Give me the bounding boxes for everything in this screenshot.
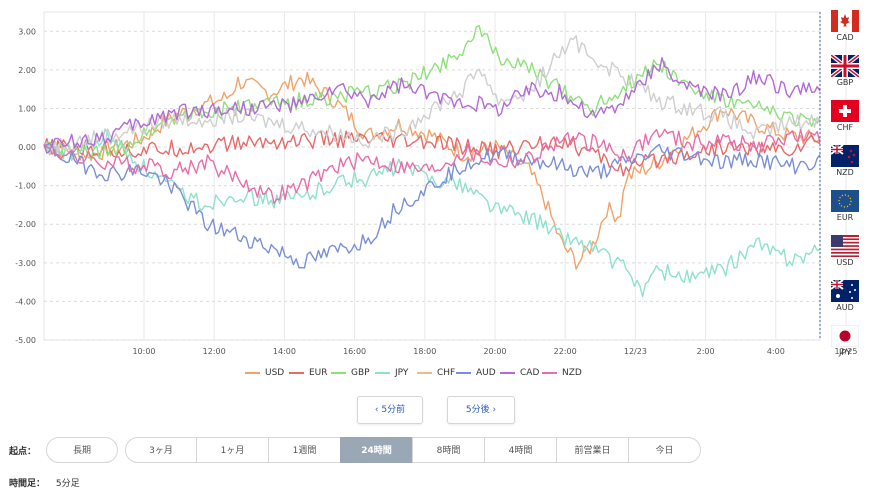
series-line-cad xyxy=(43,57,821,154)
new-zealand-flag-icon xyxy=(831,145,859,167)
tab-1-week[interactable]: 1週間 xyxy=(268,437,341,463)
flag-code: GBP xyxy=(836,78,854,87)
legend-item-nzd[interactable]: NZD xyxy=(542,368,582,378)
legend-item-eur[interactable]: EUR xyxy=(289,368,328,378)
timeframe-label: 時間足： xyxy=(9,479,46,489)
legend-label: CHF xyxy=(437,368,456,378)
flag-code: CHF xyxy=(836,123,854,132)
line-chart: 3.00 2.00 1.00 0.00 -1.00 -2.00 -3.00 -4.00 -5.0… xyxy=(15,11,858,356)
legend-item-usd[interactable]: USD xyxy=(245,368,284,378)
flag-chf[interactable]: CHF xyxy=(830,100,860,132)
y-tick-label: -4.00 xyxy=(15,297,36,306)
flag-cad[interactable]: CAD xyxy=(830,10,860,42)
y-tick-label: -2.00 xyxy=(15,220,36,229)
legend-swatch xyxy=(500,371,515,374)
y-tick-label: 2.00 xyxy=(18,66,36,75)
legend-swatch xyxy=(289,371,304,374)
series-line-usd xyxy=(43,71,821,270)
tab-8-hours[interactable]: 8時間 xyxy=(412,437,485,463)
x-tick-label: 12/25 xyxy=(834,347,857,356)
tab-1-month[interactable]: 1ヶ月 xyxy=(196,437,269,463)
series-line-aud xyxy=(43,142,821,269)
flag-usd[interactable]: USD xyxy=(830,235,860,267)
legend-label: USD xyxy=(265,368,285,378)
x-tick-label: 14:00 xyxy=(273,347,296,356)
x-tick-label: 20:00 xyxy=(483,347,506,356)
legend-item-gbp[interactable]: GBP xyxy=(331,368,370,378)
next-5min-button[interactable]: 5分後 › xyxy=(447,396,515,424)
start-point-label: 起点： xyxy=(9,447,37,457)
flag-nzd[interactable]: NZD xyxy=(830,145,860,177)
flag-code: EUR xyxy=(836,213,854,222)
legend-swatch xyxy=(542,371,557,374)
flag-jpy[interactable]: JPY xyxy=(830,325,860,357)
y-tick-label: -3.00 xyxy=(15,259,36,268)
uk-flag-icon xyxy=(831,55,859,77)
eu-flag-icon xyxy=(831,190,859,212)
period-selector: 長期 3ヶ月 1ヶ月 1週間 24時間 8時間 4時間 前営業日 今日 xyxy=(0,437,873,463)
series-line-eur xyxy=(43,130,821,177)
legend-swatch xyxy=(245,371,260,374)
australia-flag-icon xyxy=(831,280,859,302)
legend-label: EUR xyxy=(309,368,328,378)
x-axis-ticks: 10:00 12:00 14:00 16:00 18:00 20:00 22:00 12/23… xyxy=(132,347,857,356)
canada-flag-icon xyxy=(831,10,859,32)
legend-swatch xyxy=(456,371,471,374)
legend-label: AUD xyxy=(476,368,496,378)
legend-label: NZD xyxy=(562,368,582,378)
swiss-flag-icon xyxy=(831,100,859,122)
tab-24-hours[interactable]: 24時間 xyxy=(340,437,413,463)
tab-3-months[interactable]: 3ヶ月 xyxy=(125,437,197,463)
x-tick-label: 4:00 xyxy=(767,347,785,356)
x-tick-label: 22:00 xyxy=(554,347,577,356)
japan-flag-icon xyxy=(831,325,859,347)
legend-item-jpy[interactable]: JPY xyxy=(375,368,408,378)
x-tick-label: 12:00 xyxy=(203,347,226,356)
series-line-nzd xyxy=(43,128,821,205)
flag-gbp[interactable]: GBP xyxy=(830,55,860,87)
x-tick-label: 18:00 xyxy=(413,347,436,356)
legend-swatch xyxy=(417,371,432,374)
x-tick-label: 10:00 xyxy=(132,347,155,356)
tab-today[interactable]: 今日 xyxy=(628,437,701,463)
y-tick-label: 3.00 xyxy=(18,27,36,36)
flag-code: USD xyxy=(836,258,854,267)
tab-4-hours[interactable]: 4時間 xyxy=(484,437,557,463)
y-tick-label: -1.00 xyxy=(15,182,36,191)
series-line-gbp xyxy=(43,24,821,160)
tab-previous-business-day[interactable]: 前営業日 xyxy=(556,437,629,463)
x-tick-label: 12/23 xyxy=(624,347,647,356)
chart-grid xyxy=(43,11,847,341)
series-line-jpy xyxy=(43,128,821,298)
y-tick-label: 1.00 xyxy=(18,104,36,113)
legend-label: GBP xyxy=(351,368,370,378)
y-tick-label: 0.00 xyxy=(18,143,36,152)
flag-code: CAD xyxy=(836,33,854,42)
legend-item-chf[interactable]: CHF xyxy=(417,368,455,378)
legend-swatch xyxy=(375,371,390,374)
legend-swatch xyxy=(331,371,346,374)
timeframe-row: 時間足： 5分足 xyxy=(9,476,80,489)
flag-code: JPY xyxy=(839,348,851,357)
flag-code: NZD xyxy=(836,168,854,177)
legend-item-aud[interactable]: AUD xyxy=(456,368,496,378)
timeframe-value: 5分足 xyxy=(55,479,80,489)
legend-item-cad[interactable]: CAD xyxy=(500,368,539,378)
flag-code: AUD xyxy=(836,303,854,312)
flag-aud[interactable]: AUD xyxy=(830,280,860,312)
series-lines xyxy=(43,24,821,298)
y-axis-ticks: 3.00 2.00 1.00 0.00 -1.00 -2.00 -3.00 -4.00 -5.0… xyxy=(15,27,36,345)
x-tick-label: 16:00 xyxy=(343,347,366,356)
prev-5min-button[interactable]: ‹ 5分前 xyxy=(357,396,423,424)
legend-label: JPY xyxy=(395,368,409,378)
series-line-chf xyxy=(43,35,821,154)
x-tick-label: 2:00 xyxy=(697,347,715,356)
flag-eur[interactable]: EUR xyxy=(830,190,860,222)
us-flag-icon xyxy=(831,235,859,257)
legend-label: CAD xyxy=(520,368,540,378)
y-tick-label: -5.00 xyxy=(15,336,36,345)
tab-long-term[interactable]: 長期 xyxy=(46,437,118,463)
